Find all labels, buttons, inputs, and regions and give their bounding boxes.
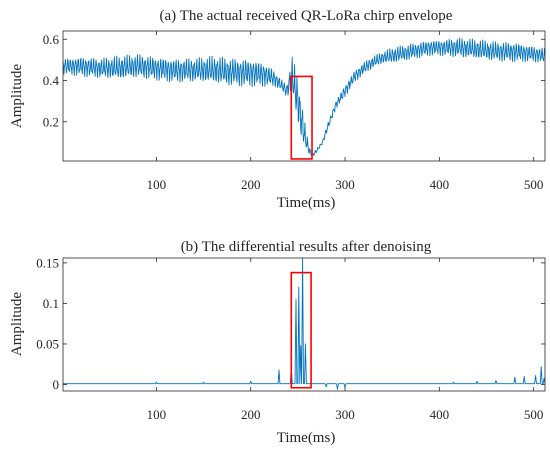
- ticks-b: 100 200 300 400 500 0 0.05 0.1 0.15: [36, 255, 545, 422]
- y-axis-label-a: Amplitude: [9, 64, 25, 129]
- y-tick-label: 0.6: [43, 32, 60, 47]
- x-axis-label-b: Time(ms): [277, 430, 336, 446]
- x-tick-label: 400: [430, 177, 450, 192]
- chart-panel-a: (a) The actual received QR-LoRa chirp en…: [9, 8, 546, 211]
- x-tick-label: 300: [335, 177, 355, 192]
- chart-panel-b: (b) The differential results after denoi…: [9, 239, 546, 446]
- series-line-a: [62, 37, 546, 157]
- highlight-box-a: [290, 75, 313, 160]
- y-tick-label: 0.15: [36, 255, 59, 270]
- x-tick-label: 200: [241, 177, 261, 192]
- x-tick-label: 200: [241, 407, 261, 422]
- y-tick-label: 0.05: [36, 336, 59, 351]
- x-tick-label: 100: [147, 177, 167, 192]
- y-tick-label: 0: [53, 377, 60, 392]
- y-axis-label-b: Amplitude: [9, 292, 25, 357]
- axes-frame-b: [62, 257, 546, 392]
- axes-frame-a: [62, 30, 546, 162]
- x-tick-label: 500: [524, 407, 544, 422]
- y-tick-label: 0.4: [43, 73, 60, 88]
- x-tick-label: 500: [524, 177, 544, 192]
- plot-area-a: [62, 37, 546, 160]
- y-tick-label: 0.1: [43, 296, 59, 311]
- x-tick-label: 100: [147, 407, 167, 422]
- plot-area-b: [63, 257, 546, 390]
- x-tick-label: 400: [430, 407, 450, 422]
- x-axis-label-a: Time(ms): [277, 195, 336, 211]
- highlight-box-b: [290, 271, 312, 389]
- x-tick-label: 300: [335, 407, 355, 422]
- chart-title-b: (b) The differential results after denoi…: [181, 239, 432, 255]
- chart-title-a: (a) The actual received QR-LoRa chirp en…: [160, 8, 453, 24]
- y-tick-label: 0.2: [43, 114, 59, 129]
- ticks-a: 100 200 300 400 500 0.2 0.4 0.6: [43, 31, 545, 192]
- series-line-b: [63, 257, 546, 390]
